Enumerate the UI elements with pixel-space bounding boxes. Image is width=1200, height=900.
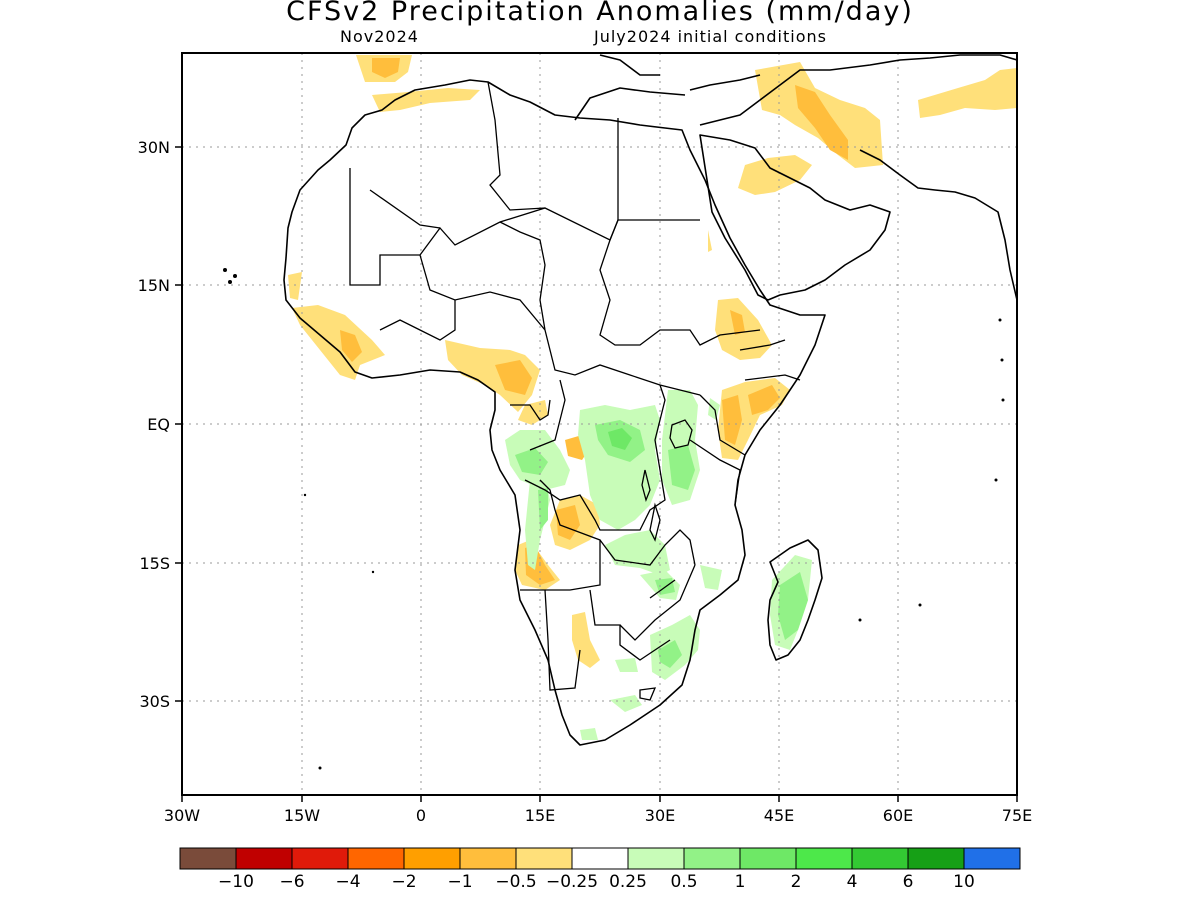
colorbar-swatch: [683, 847, 741, 870]
colorbar-swatch: [403, 847, 461, 870]
lon-tick-label: 60E: [883, 806, 913, 825]
colorbar-swatch: [235, 847, 293, 870]
wet-anomaly-light: [505, 390, 812, 740]
tick-marks: [175, 146, 1018, 802]
colorbar-label: −0.5: [495, 872, 537, 892]
colorbar-label: 6: [902, 872, 914, 892]
colorbar: [179, 847, 1021, 870]
colorbar-swatch: [907, 847, 965, 870]
colorbar-swatch: [571, 847, 629, 870]
colorbar-swatch: [851, 847, 909, 870]
colorbar-label: 0.25: [609, 872, 647, 892]
colorbar-label: 10: [953, 872, 975, 892]
lon-tick-label: 75E: [1002, 806, 1032, 825]
colorbar-swatch: [459, 847, 517, 870]
lon-tick-label: 45E: [764, 806, 794, 825]
colorbar-label: −4: [335, 872, 361, 892]
country-borders: [349, 81, 801, 701]
lat-tick-label: 30S: [139, 692, 170, 711]
colorbar-label: −6: [279, 872, 305, 892]
colorbar-label: −1: [447, 872, 473, 892]
forecast-month: Nov2024: [340, 27, 419, 46]
lon-tick-label: 30E: [645, 806, 675, 825]
colorbar-label: −10: [218, 872, 254, 892]
colorbar-swatch: [347, 847, 405, 870]
anomaly-shading: [288, 55, 1017, 740]
lon-tick-label: 0: [416, 806, 426, 825]
colorbar-swatch: [739, 847, 797, 870]
colorbar-swatch: [963, 847, 1021, 870]
lon-tick-label: 15W: [284, 806, 320, 825]
colorbar-label: 0.5: [670, 872, 698, 892]
lat-tick-label: 15S: [139, 554, 170, 573]
lon-tick-label: 15E: [525, 806, 555, 825]
coastlines: [283, 54, 1017, 746]
islands: [223, 268, 1005, 770]
wet-anomaly-strong: [608, 428, 632, 450]
colorbar-swatch: [179, 847, 237, 870]
axis-labels: 30W 15W 0 15E 30E 45E 60E 75E 30N 15N EQ…: [138, 138, 1033, 825]
lat-tick-label: 30N: [138, 138, 170, 157]
lat-tick-label: EQ: [147, 415, 170, 434]
colorbar-swatch: [515, 847, 573, 870]
colorbar-label: 1: [734, 872, 746, 892]
colorbar-label: 2: [790, 872, 802, 892]
colorbar-swatch: [291, 847, 349, 870]
lakes: [641, 419, 693, 542]
colorbar-label: −2: [391, 872, 417, 892]
initial-conditions: July2024 initial conditions: [594, 27, 827, 46]
colorbar-label: 4: [846, 872, 858, 892]
lon-tick-label: 30W: [164, 806, 200, 825]
colorbar-label: −0.25: [545, 872, 599, 892]
colorbar-swatch: [627, 847, 685, 870]
lat-tick-label: 15N: [138, 276, 170, 295]
chart-title: CFSv2 Precipitation Anomalies (mm/day): [286, 0, 914, 27]
graticule: [182, 53, 1017, 795]
colorbar-swatch: [795, 847, 853, 870]
